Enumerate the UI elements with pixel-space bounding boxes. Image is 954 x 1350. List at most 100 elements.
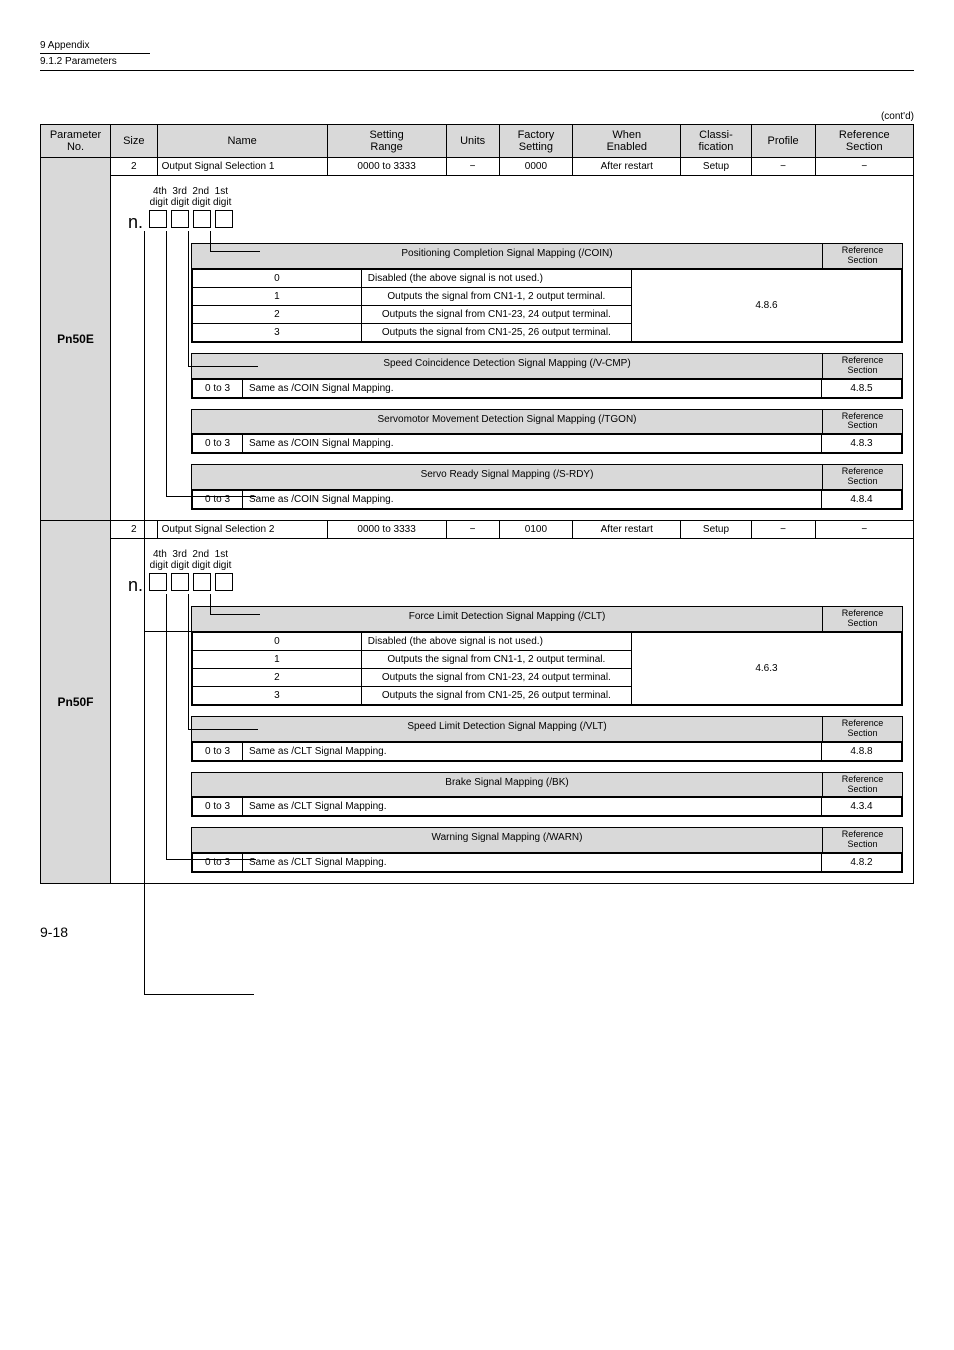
col-size: Size [111,125,158,158]
mapping-section: Brake Signal Mapping (/BK)Reference Sect… [191,772,903,818]
cell-when: After restart [573,158,681,176]
tree-line [210,231,211,251]
section-title: Servo Ready Signal Mapping (/S-RDY) [192,465,822,489]
mapping-ref: 4.8.8 [822,742,902,760]
digit-box-4 [149,210,167,228]
table-row: 4th 3rd 2nd 1st digit digit digit digit … [41,539,914,884]
digit-box-3 [171,210,189,228]
mapping-value: Same as /COIN Signal Mapping. [243,435,822,453]
tree-line [144,594,145,994]
tree-line [210,251,260,252]
mapping-section: Servomotor Movement Detection Signal Map… [191,409,903,455]
mapping-table: 0 to 3Same as /CLT Signal Mapping.4.8.2 [192,853,902,872]
tree-line [166,859,256,860]
n-prefix: n. [128,575,143,596]
mapping-key: 0 to 3 [193,379,243,397]
digit-box-3 [171,573,189,591]
mapping-table: 0 to 3Same as /COIN Signal Mapping.4.8.4 [192,490,902,509]
mapping-row: 0 to 3Same as /CLT Signal Mapping.4.3.4 [193,798,902,816]
mapping-section: Servo Ready Signal Mapping (/S-RDY)Refer… [191,464,903,510]
tree-line [166,594,167,859]
ref-header: Reference Section [822,354,902,378]
cell-size: 2 [111,158,158,176]
section-header: Positioning Completion Signal Mapping (/… [192,244,902,269]
tree-line [188,729,258,730]
mapping-key: 1 [193,287,362,305]
mapping-value: Outputs the signal from CN1-1, 2 output … [361,287,631,305]
col-profile: Profile [751,125,815,158]
mapping-section: Warning Signal Mapping (/WARN)Reference … [191,827,903,873]
col-name: Name [157,125,327,158]
section-header: Speed Limit Detection Signal Mapping (/V… [192,717,902,742]
digit-box-1 [215,573,233,591]
section-title: Brake Signal Mapping (/BK) [192,773,822,797]
cell-units: − [446,158,499,176]
ref-header: Reference Section [822,717,902,741]
cell-classi: Setup [681,158,751,176]
table-header-row: Parameter No. Size Name Setting Range Un… [41,125,914,158]
continued-label: (cont'd) [40,111,914,122]
mapping-key: 0 to 3 [193,798,243,816]
section-title: Positioning Completion Signal Mapping (/… [192,244,822,268]
cell-when: After restart [573,521,681,539]
mapping-table: 0 to 3Same as /CLT Signal Mapping.4.3.4 [192,797,902,816]
mapping-key: 1 [193,650,362,668]
tree-line [166,496,256,497]
mapping-value: Disabled (the above signal is not used.) [361,269,631,287]
page-header: 9 Appendix 9.1.2 Parameters [40,40,914,71]
col-units: Units [446,125,499,158]
digit-top-labels: 4th 3rd 2nd 1st [126,549,233,560]
digit-indicator: 4th 3rd 2nd 1st digit digit digit digit … [111,176,913,243]
param-id: Pn50E [41,158,111,521]
cell-units: − [446,521,499,539]
param-id: Pn50F [41,521,111,884]
section-header: Servomotor Movement Detection Signal Map… [192,410,902,435]
ref-header: Reference Section [822,773,902,797]
section-title: Force Limit Detection Signal Mapping (/C… [192,607,822,631]
section-title: Speed Limit Detection Signal Mapping (/V… [192,717,822,741]
mapping-value: Same as /CLT Signal Mapping. [243,798,822,816]
tree-line [166,231,167,496]
ref-header: Reference Section [822,465,902,489]
mapping-row: 0 to 3Same as /COIN Signal Mapping.4.8.4 [193,491,902,509]
mapping-value: Outputs the signal from CN1-1, 2 output … [361,650,631,668]
mapping-key: 0 to 3 [193,435,243,453]
mapping-ref: 4.8.3 [822,435,902,453]
section-title: Servomotor Movement Detection Signal Map… [192,410,822,434]
mapping-ref: 4.8.5 [822,379,902,397]
tree-line [144,994,254,995]
mapping-section: Speed Coincidence Detection Signal Mappi… [191,353,903,399]
cell-range: 0000 to 3333 [327,521,446,539]
mapping-key: 2 [193,305,362,323]
cell-ref: − [815,521,913,539]
mapping-ref: 4.6.3 [631,632,901,704]
mapping-table: 0Disabled (the above signal is not used.… [192,632,902,705]
page-number: 9-18 [40,924,914,940]
cell-name: Output Signal Selection 1 [157,158,327,176]
mapping-section: Force Limit Detection Signal Mapping (/C… [191,606,903,706]
tree-line [188,231,189,366]
tree-line [210,614,260,615]
mapping-row: 0 to 3Same as /CLT Signal Mapping.4.8.8 [193,742,902,760]
mapping-key: 0 to 3 [193,491,243,509]
mapping-table: 0 to 3Same as /COIN Signal Mapping.4.8.3 [192,434,902,453]
section-header: Warning Signal Mapping (/WARN)Reference … [192,828,902,853]
digit-box-1 [215,210,233,228]
mapping-table: 0Disabled (the above signal is not used.… [192,269,902,342]
tree-line [188,366,258,367]
mapping-ref: 4.8.2 [822,854,902,872]
mapping-key: 2 [193,668,362,686]
nested-content: 4th 3rd 2nd 1st digit digit digit digit … [111,539,914,884]
digit-indicator: 4th 3rd 2nd 1st digit digit digit digit … [111,539,913,606]
section-title: Speed Coincidence Detection Signal Mappi… [192,354,822,378]
mapping-value: Disabled (the above signal is not used.) [361,632,631,650]
digit-bottom-labels: digit digit digit digit [126,560,233,571]
table-row: Pn50E 2 Output Signal Selection 1 0000 t… [41,158,914,176]
digit-top-labels: 4th 3rd 2nd 1st [126,186,233,197]
col-factory: Factory Setting [499,125,573,158]
table-row: Pn50F 2 Output Signal Selection 2 0000 t… [41,521,914,539]
mapping-row: 0 to 3Same as /CLT Signal Mapping.4.8.2 [193,854,902,872]
ref-header: Reference Section [822,244,902,268]
cell-ref: − [815,158,913,176]
nested-content: 4th 3rd 2nd 1st digit digit digit digit … [111,176,914,521]
